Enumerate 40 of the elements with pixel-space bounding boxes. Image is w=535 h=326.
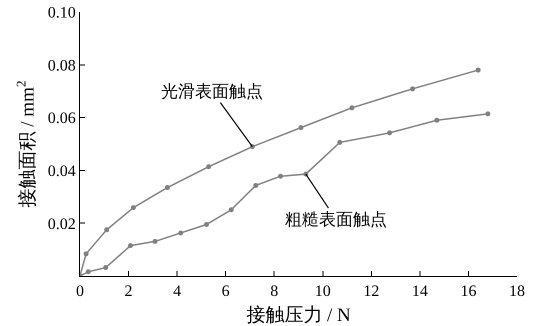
y-tick-label: 0.10 — [48, 4, 76, 22]
y-tick-label: 0.08 — [48, 57, 76, 74]
x-tick-label: 18 — [509, 283, 525, 300]
x-tick-label: 8 — [270, 283, 278, 300]
x-tick-label: 10 — [314, 283, 331, 300]
point — [387, 130, 392, 136]
x-tick-label: 12 — [363, 283, 380, 300]
x-axis-title: 接触压力 / N — [246, 305, 352, 326]
x-tick-label: 16 — [460, 283, 476, 300]
x-tick-label: 0 — [76, 283, 84, 300]
point — [103, 265, 108, 270]
x-tick-label: 4 — [173, 283, 182, 300]
y-tick-label: 0.02 — [48, 216, 76, 233]
text: 光滑表面触点 — [161, 82, 263, 101]
point — [86, 269, 91, 274]
point — [476, 68, 481, 73]
point — [228, 207, 234, 212]
point — [410, 86, 416, 92]
point — [278, 174, 284, 179]
point — [349, 105, 354, 110]
y-tick-label: 0.06 — [48, 110, 76, 128]
point — [253, 182, 258, 188]
point — [298, 125, 304, 130]
point — [485, 111, 490, 116]
x-tick-label: 14 — [412, 283, 428, 300]
point — [104, 227, 110, 232]
point — [130, 205, 136, 210]
x-tick-label: 2 — [124, 283, 133, 300]
point — [206, 164, 212, 170]
point — [178, 230, 184, 236]
y-tick-label: 0.04 — [48, 163, 76, 180]
point — [152, 238, 158, 244]
point — [204, 222, 209, 228]
point — [84, 251, 89, 256]
x-tick-label: 6 — [222, 283, 230, 300]
point — [337, 140, 342, 145]
point — [128, 243, 133, 248]
series-label: 粗糙表面触点 — [285, 210, 387, 229]
point — [164, 185, 170, 190]
point — [434, 118, 440, 123]
